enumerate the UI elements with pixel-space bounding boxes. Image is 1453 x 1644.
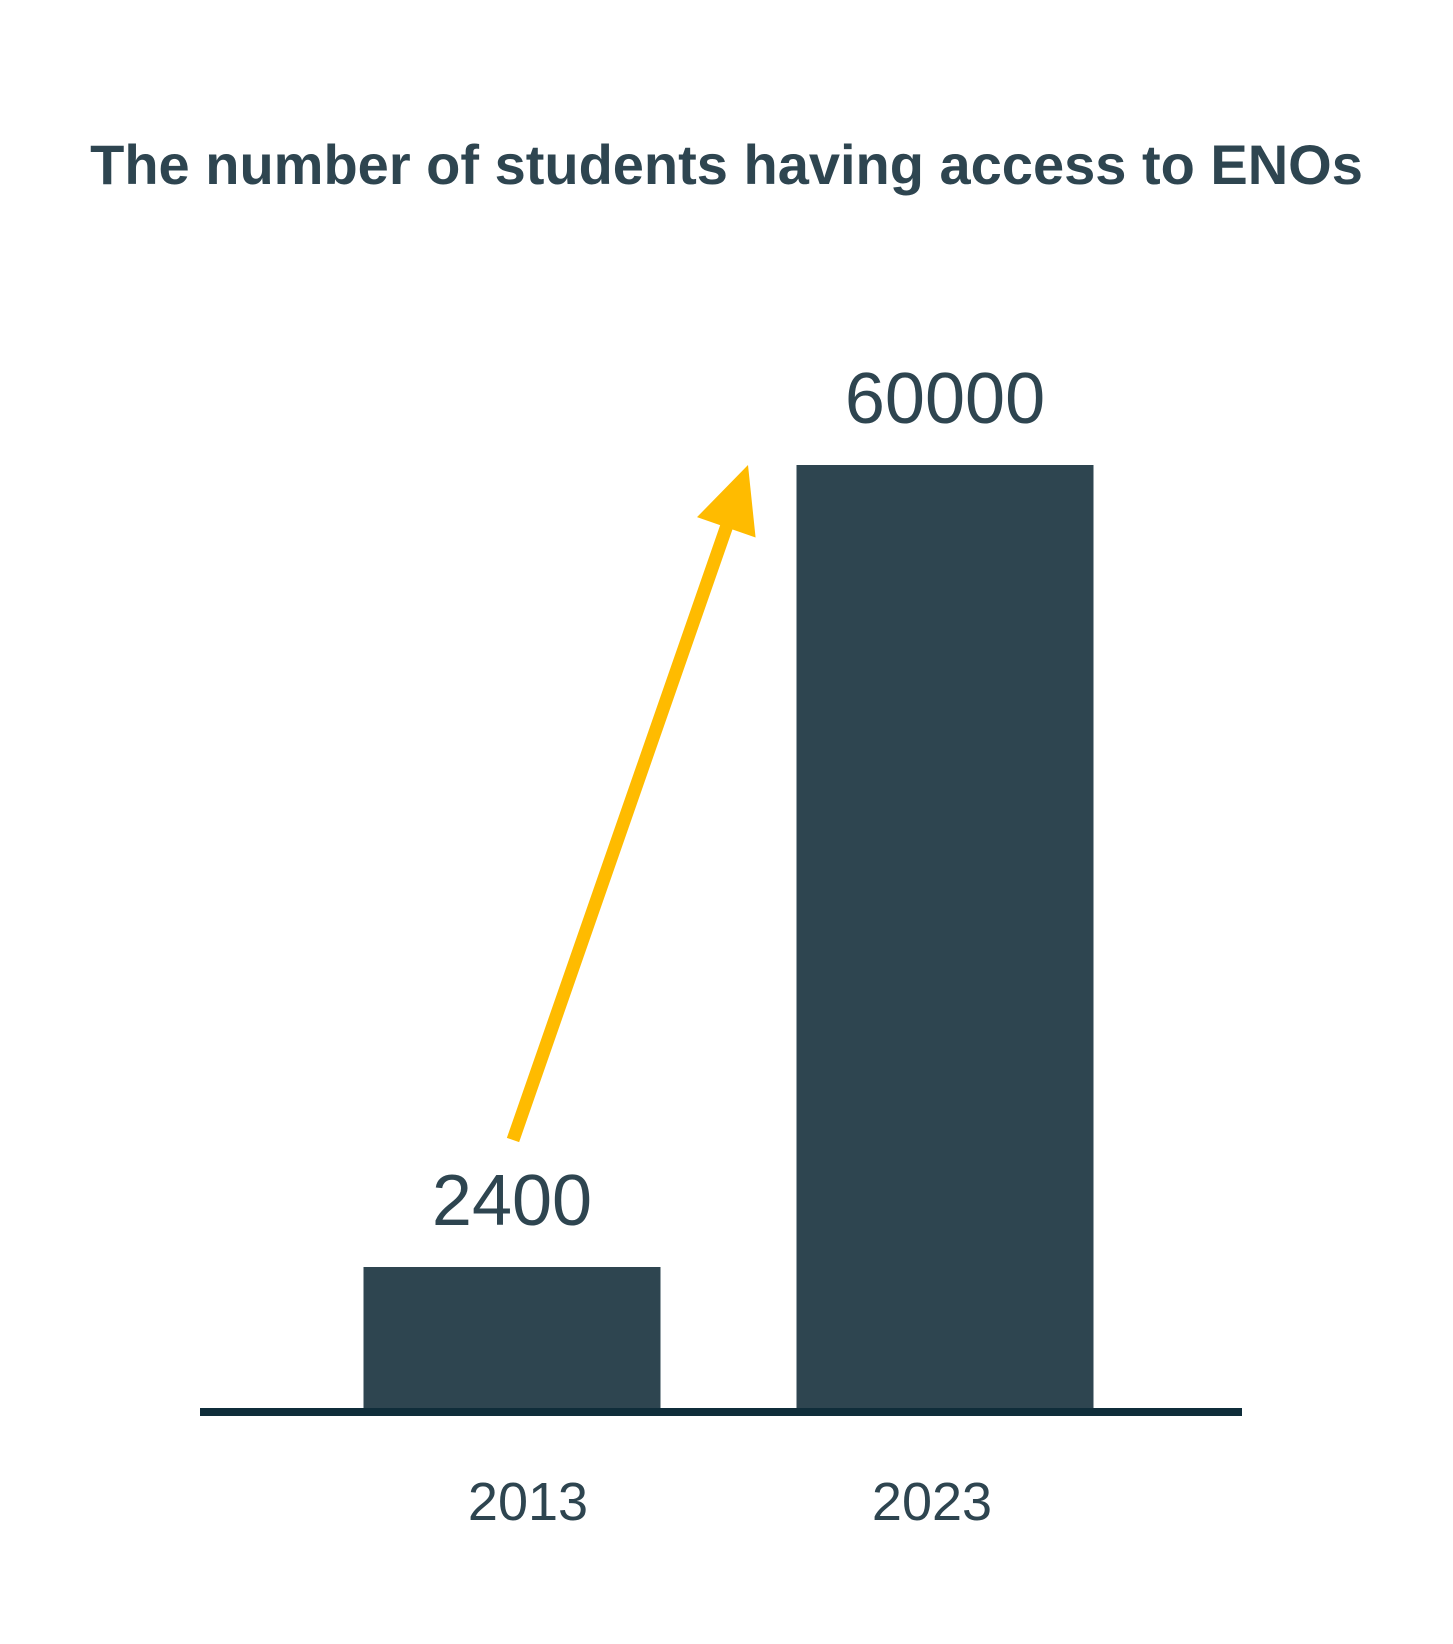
bar-2013 <box>363 1267 661 1412</box>
arrow-shaft <box>506 521 734 1143</box>
labels-group: 2400 2013 60000 2023 <box>432 359 1045 1532</box>
increase-arrow <box>506 465 756 1143</box>
bar-2023 <box>796 465 1094 1412</box>
x-tick-label-2023: 2023 <box>872 1472 992 1532</box>
chart-title: The number of students having access to … <box>90 133 1363 196</box>
data-label-2023: 60000 <box>845 359 1045 439</box>
x-tick-label-2013: 2013 <box>468 1472 588 1532</box>
data-label-2013: 2400 <box>432 1161 592 1241</box>
arrow-head <box>697 465 756 538</box>
bars-group <box>363 465 1094 1412</box>
